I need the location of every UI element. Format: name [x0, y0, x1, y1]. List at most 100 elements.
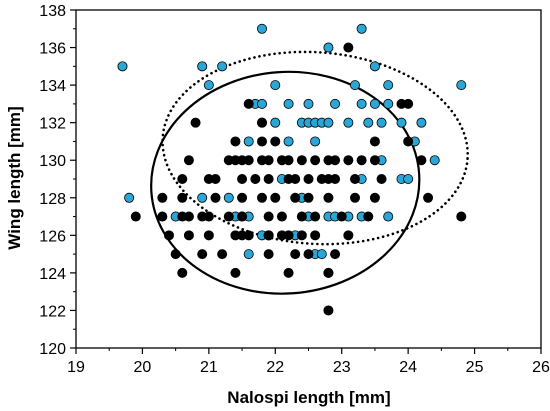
- data-point-black: [170, 249, 181, 260]
- data-point-black: [243, 98, 254, 109]
- data-point-black: [349, 192, 360, 203]
- y-tick-label: 138: [39, 3, 66, 20]
- data-point-black: [203, 211, 214, 222]
- data-point-black: [183, 230, 194, 241]
- data-point-black: [223, 211, 234, 222]
- y-tick-label: 126: [39, 228, 66, 245]
- data-point-blue: [256, 98, 267, 109]
- y-tick-label: 128: [39, 191, 66, 208]
- data-point-black: [296, 155, 307, 166]
- data-point-blue: [197, 61, 208, 72]
- data-point-black: [243, 230, 254, 241]
- ellipse-layer: [150, 50, 470, 295]
- data-point-black: [303, 173, 314, 184]
- data-point-black: [237, 173, 248, 184]
- y-tick-label: 130: [39, 153, 66, 170]
- data-point-black: [363, 211, 374, 222]
- y-tick-label: 122: [39, 303, 66, 320]
- x-tick-label: 25: [466, 359, 484, 376]
- data-point-black: [330, 173, 341, 184]
- data-point-black: [177, 267, 188, 278]
- data-point-black: [263, 230, 274, 241]
- ellipse-dotted: [161, 50, 470, 246]
- data-point-blue: [416, 117, 427, 128]
- data-point-black: [349, 173, 360, 184]
- data-point-blue: [343, 117, 354, 128]
- data-point-blue: [396, 117, 407, 128]
- data-point-black: [369, 155, 380, 166]
- data-point-blue: [117, 61, 128, 72]
- data-point-blue: [197, 192, 208, 203]
- data-point-black: [190, 117, 201, 128]
- data-point-blue: [243, 136, 254, 147]
- data-point-blue: [383, 98, 394, 109]
- data-point-blue: [270, 80, 281, 91]
- y-tick-label: 132: [39, 116, 66, 133]
- data-point-black: [270, 136, 281, 147]
- data-point-black: [250, 173, 261, 184]
- data-point-black: [323, 305, 334, 316]
- x-tick-label: 26: [532, 359, 550, 376]
- data-point-black: [423, 192, 434, 203]
- data-point-black: [157, 192, 168, 203]
- y-tick-label: 124: [39, 266, 66, 283]
- data-point-black: [323, 267, 334, 278]
- data-point-black: [210, 173, 221, 184]
- x-tick-label: 21: [200, 359, 218, 376]
- data-point-blue: [323, 42, 334, 53]
- y-axis-title: Wing length [mm]: [5, 106, 24, 249]
- data-point-black: [276, 211, 287, 222]
- data-point-black: [323, 192, 334, 203]
- data-point-blue: [429, 155, 440, 166]
- ticks-layer: 19 20 21 22 23 24 25 26 120 122 124 126 128 130 132 134…: [39, 3, 550, 376]
- data-point-black: [256, 136, 267, 147]
- data-point-blue: [369, 61, 380, 72]
- data-point-blue: [270, 117, 281, 128]
- data-point-black: [263, 155, 274, 166]
- data-point-blue: [203, 80, 214, 91]
- data-point-blue: [243, 249, 254, 260]
- data-point-black: [310, 230, 321, 241]
- y-tick-label: 134: [39, 78, 66, 95]
- data-point-blue: [303, 98, 314, 109]
- data-point-black: [376, 173, 387, 184]
- data-point-black: [256, 117, 267, 128]
- data-point-blue: [256, 23, 267, 34]
- data-point-black: [343, 42, 354, 53]
- data-point-black: [177, 192, 188, 203]
- data-point-black: [369, 136, 380, 147]
- data-point-black: [263, 211, 274, 222]
- y-tick-label: 136: [39, 41, 66, 58]
- data-point-blue: [283, 136, 294, 147]
- data-point-black: [310, 155, 321, 166]
- data-point-black: [177, 173, 188, 184]
- data-point-black: [237, 211, 248, 222]
- data-point-blue: [223, 192, 234, 203]
- ellipse-solid: [150, 70, 421, 295]
- data-point-black: [416, 155, 427, 166]
- data-point-black: [296, 211, 307, 222]
- data-point-black: [303, 249, 314, 260]
- data-point-black: [237, 192, 248, 203]
- data-point-black: [330, 249, 341, 260]
- data-point-blue: [383, 80, 394, 91]
- x-tick-label: 20: [134, 359, 152, 376]
- data-point-black: [343, 230, 354, 241]
- data-point-blue: [283, 98, 294, 109]
- data-point-black: [456, 211, 467, 222]
- data-point-blue: [363, 117, 374, 128]
- points-layer: [117, 23, 467, 316]
- data-point-blue: [383, 211, 394, 222]
- data-point-blue: [330, 98, 341, 109]
- data-point-black: [303, 192, 314, 203]
- data-point-black: [183, 211, 194, 222]
- data-point-black: [336, 211, 347, 222]
- data-point-black: [290, 249, 301, 260]
- data-point-black: [263, 249, 274, 260]
- data-point-blue: [403, 173, 414, 184]
- data-point-blue: [356, 98, 367, 109]
- data-point-black: [356, 155, 367, 166]
- data-point-black: [310, 211, 321, 222]
- x-tick-label: 23: [333, 359, 351, 376]
- data-point-blue: [456, 80, 467, 91]
